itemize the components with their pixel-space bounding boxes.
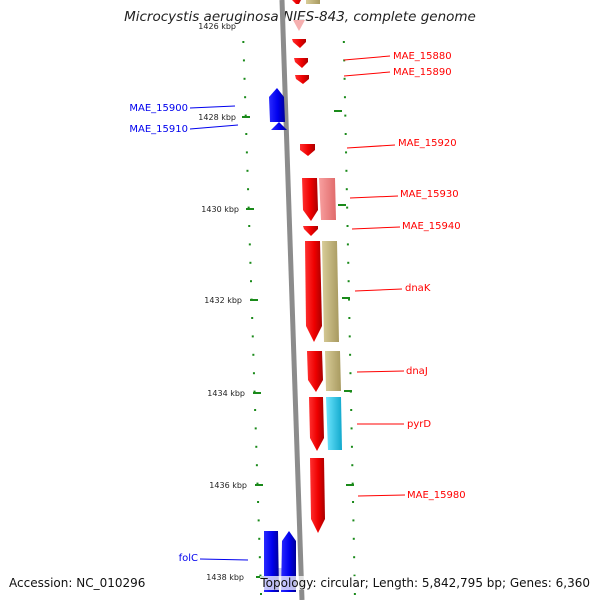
kbp-label-top: 1426 kbp [198, 22, 236, 31]
kbp-label: 1436 kbp [209, 481, 247, 490]
leader-line [346, 144, 396, 149]
gene-label-dnaK[interactable]: dnaK [405, 283, 431, 294]
gene-label-MAE_15980[interactable]: MAE_15980 [407, 490, 466, 501]
gene-arrow-pale [293, 20, 305, 31]
kbp-label: 1428 kbp [198, 113, 236, 122]
map-title: Microcystis aeruginosa NIES-843, complet… [124, 9, 476, 25]
leader-line [189, 124, 239, 130]
cog-track [265, 0, 342, 590]
gene-label-MAE_15900[interactable]: MAE_15900 [129, 103, 188, 114]
gene-label-folC[interactable]: folC [179, 553, 198, 564]
minor-ticks-left [242, 41, 263, 595]
gene-arrow-MAE_15900 [269, 88, 285, 122]
leader-line [356, 370, 405, 373]
cog-box-khaki [322, 241, 339, 342]
leader-line [354, 288, 403, 292]
gene-label-pyrD[interactable]: pyrD [407, 419, 431, 430]
gene-arrow-MAE_15980 [310, 458, 325, 533]
gene-arrow-MAE_15930 [302, 178, 318, 221]
gene-label-MAE_15890[interactable]: MAE_15890 [393, 67, 452, 78]
gene-arrow-MAE_15910 [271, 122, 287, 130]
forward-strand-genes [292, 0, 325, 533]
leader-line [199, 558, 249, 561]
cog-box-cyan [326, 397, 342, 450]
cog-box-pink [319, 178, 336, 220]
gene-label-MAE_15930[interactable]: MAE_15930 [400, 189, 459, 200]
gene-arrow-dnaK [305, 241, 322, 342]
genome-backbone [279, 0, 305, 600]
kbp-label: 1434 kbp [207, 389, 245, 398]
gene-arrow-pyrD [309, 397, 324, 451]
gene-arrow-MAE_15940 [303, 226, 318, 236]
leader-line [357, 494, 406, 497]
gene-arrow-MAE_15880b [294, 58, 308, 68]
footer-bar: Accession: NC_010296 Topology: circular;… [0, 576, 600, 590]
kbp-label: 1430 kbp [201, 205, 239, 214]
gene-label-MAE_15880[interactable]: MAE_15880 [393, 51, 452, 62]
gene-label-MAE_15940[interactable]: MAE_15940 [402, 221, 461, 232]
gene-arrow-top [292, 0, 301, 4]
gene-arrow-MAE_15890 [295, 75, 309, 84]
gene-label-dnaJ[interactable]: dnaJ [406, 366, 428, 377]
gene-label-MAE_15910[interactable]: MAE_15910 [129, 124, 188, 135]
gene-arrow-MAE_15880 [292, 39, 306, 48]
gene-arrow-dnaJ [307, 351, 323, 392]
leader-line [349, 195, 399, 199]
kbp-label: 1432 kbp [204, 296, 242, 305]
leader-line [351, 226, 401, 230]
kbp-label: 1438 kbp [206, 573, 244, 582]
cog-box-khaki [306, 0, 320, 4]
leader-line [343, 71, 391, 77]
minor-ticks-right [342, 41, 356, 595]
gene-label-MAE_15920[interactable]: MAE_15920 [398, 138, 457, 149]
cog-box-khaki [325, 351, 341, 391]
gene-arrow-MAE_15920 [300, 144, 315, 156]
accession-text: Accession: NC_010296 [9, 576, 146, 590]
label-leader-lines [189, 55, 406, 561]
genome-summary-text: Topology: circular; Length: 5,842,795 bp… [260, 576, 590, 590]
leader-line [343, 55, 391, 61]
leader-line [189, 105, 236, 109]
